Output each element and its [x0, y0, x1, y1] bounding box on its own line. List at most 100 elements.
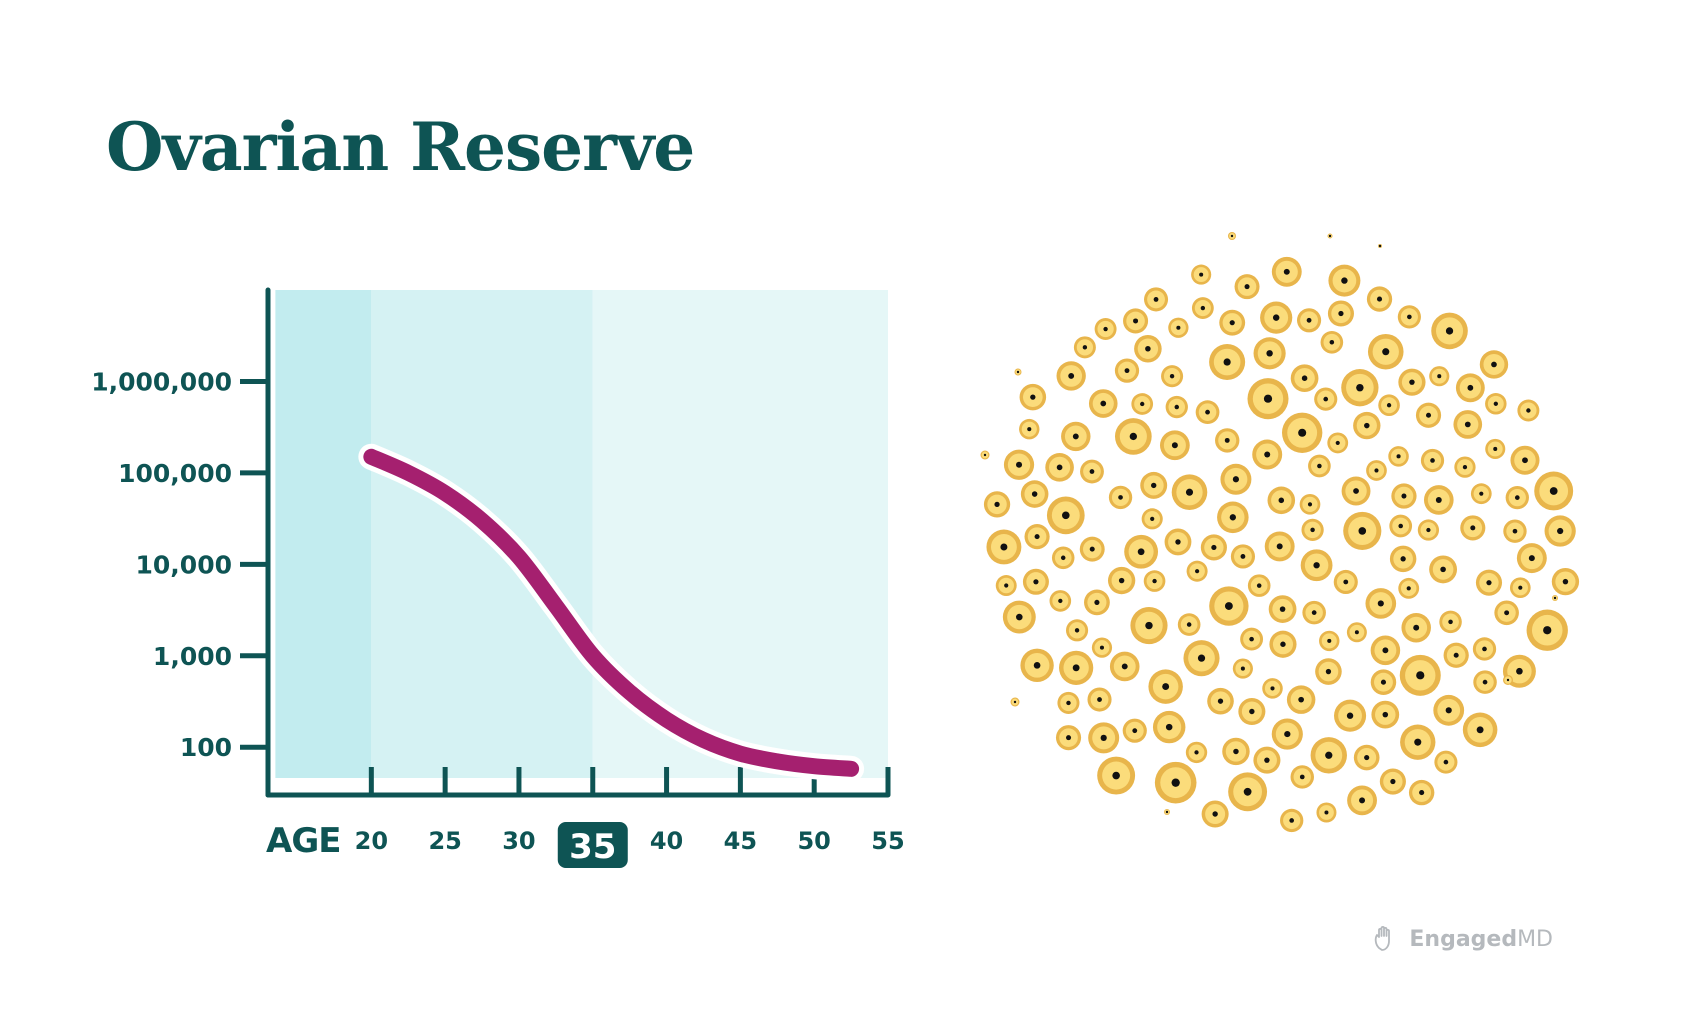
- follicle: [1267, 486, 1296, 515]
- follicle: [1302, 600, 1326, 625]
- x-tick-label: 50: [797, 827, 830, 855]
- follicle: [1526, 609, 1568, 651]
- follicle: [1343, 511, 1382, 550]
- follicle: [1398, 368, 1426, 396]
- follicle: [1220, 463, 1252, 495]
- engagedmd-logo: Engaged MD: [1371, 924, 1553, 954]
- follicle: [1003, 449, 1035, 480]
- follicle: [1454, 456, 1476, 478]
- follicle: [1108, 485, 1133, 510]
- follicle: [1296, 308, 1322, 333]
- follicle: [1371, 700, 1400, 729]
- follicle: [1271, 718, 1303, 750]
- follicle: [1046, 496, 1085, 535]
- follicle: [1347, 785, 1377, 816]
- follicle: [1417, 519, 1440, 541]
- follicle: [1346, 622, 1367, 643]
- follicle: [1365, 588, 1397, 619]
- follicle: [1087, 687, 1112, 712]
- follicle: [1334, 699, 1367, 732]
- x-tick-label: 20: [355, 827, 388, 855]
- y-tick-label: 100,000: [118, 459, 232, 488]
- follicle: [1429, 555, 1458, 584]
- follicle: [1114, 418, 1152, 455]
- follicle: [1367, 333, 1404, 370]
- follicle: [1079, 536, 1105, 562]
- follicle: [1154, 761, 1197, 804]
- follicle: [1191, 264, 1212, 285]
- follicle: [1234, 274, 1260, 300]
- follicle: [1152, 710, 1186, 744]
- follicle: [1269, 630, 1297, 658]
- follicle: [1423, 485, 1454, 515]
- follicle: [1290, 364, 1319, 393]
- follicle: [1209, 344, 1246, 381]
- follicle: [1144, 287, 1169, 312]
- age-band-0: [275, 290, 372, 778]
- follicle: [1353, 411, 1381, 440]
- follicle: [1253, 746, 1281, 774]
- follicle: [1020, 480, 1049, 508]
- follicle: [1191, 297, 1214, 319]
- follicle: [1472, 637, 1497, 661]
- follicle: [1049, 590, 1072, 612]
- follicle: [1301, 518, 1324, 542]
- follicle: [1057, 691, 1080, 714]
- follicle: [1399, 654, 1441, 696]
- follicle: [1268, 595, 1297, 623]
- follicle: [1378, 244, 1382, 248]
- follicle: [1080, 459, 1104, 484]
- follicle: [1475, 569, 1503, 596]
- highlight-badge: [557, 822, 628, 868]
- follicle: [1370, 635, 1401, 666]
- follicle: [1314, 387, 1338, 411]
- follicle: [1247, 378, 1289, 420]
- follicle: [1177, 613, 1201, 636]
- follicle: [1391, 483, 1417, 509]
- follicle: [1134, 334, 1162, 363]
- follicle: [1503, 675, 1513, 685]
- follicle: [1084, 589, 1110, 616]
- follicle: [1228, 232, 1236, 240]
- follicle: [1505, 485, 1529, 510]
- follicle: [1217, 501, 1249, 534]
- follicle: [1439, 610, 1462, 634]
- x-tick-label: 25: [428, 827, 461, 855]
- follicle: [1014, 368, 1022, 376]
- follicle: [1389, 545, 1417, 573]
- follicle: [1473, 670, 1497, 694]
- follicle: [1088, 389, 1118, 418]
- follicle: [1232, 658, 1253, 679]
- follicle: [1366, 286, 1393, 312]
- follicle: [995, 575, 1017, 596]
- follicle: [1433, 694, 1465, 726]
- follicle: [1159, 430, 1190, 461]
- y-tick-label: 1,000: [153, 642, 232, 671]
- follicle: [1238, 697, 1266, 726]
- follicle: [1002, 600, 1036, 634]
- follicle: [1551, 567, 1580, 596]
- follicle: [1552, 595, 1558, 601]
- follicle: [1341, 476, 1371, 506]
- follicle: [1366, 460, 1387, 481]
- follicle: [1308, 454, 1331, 478]
- follicle: [1509, 577, 1531, 599]
- follicle: [1019, 418, 1040, 440]
- follicle: [1094, 318, 1117, 341]
- follicle: [1215, 428, 1240, 453]
- follicle: [1327, 233, 1333, 239]
- follicle: [1171, 474, 1208, 511]
- follicle: [1316, 802, 1337, 823]
- follicle: [1131, 393, 1154, 415]
- follicle: [1420, 448, 1445, 473]
- x-axis-label: AGE: [266, 821, 340, 861]
- follicle: [1247, 574, 1271, 597]
- follicle: [1114, 358, 1140, 383]
- follicle: [1122, 718, 1147, 743]
- brand-suffix: MD: [1517, 926, 1553, 952]
- follicle: [1051, 546, 1075, 570]
- follicle: [1164, 809, 1170, 815]
- follicle: [1429, 366, 1450, 387]
- follicle: [1091, 637, 1113, 658]
- follicle: [1252, 439, 1283, 470]
